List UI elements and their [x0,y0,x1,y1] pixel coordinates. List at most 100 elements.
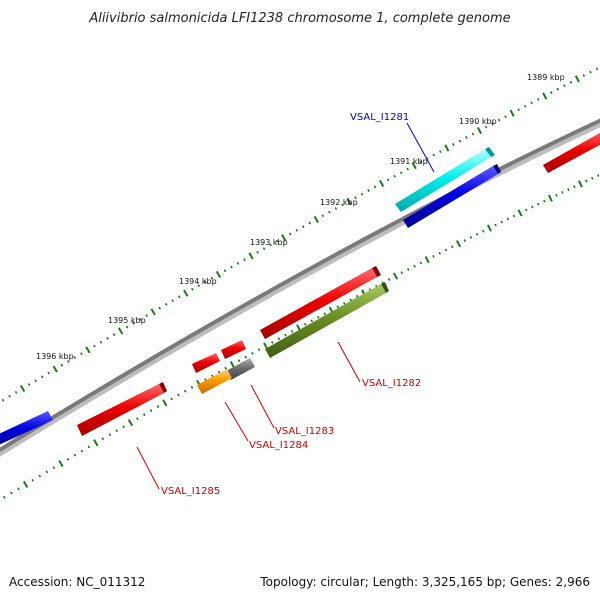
gene-small-red-b[interactable] [221,340,246,359]
gene-blue-feature-right[interactable] [403,164,501,228]
inner-ring-tick [237,359,241,363]
outer-ring-tick [569,80,573,84]
gene-vsal-i1285[interactable] [77,382,167,436]
inner-ring-tick [108,433,112,437]
inner-ring-tick [438,251,442,255]
inner-ring-tick [537,202,540,206]
inner-ring-tick [277,337,281,341]
gene-label-vsal-i1285[interactable]: VSAL_I1285 [161,486,220,497]
inner-ring-tick [66,457,70,461]
inner-ring-tick [284,333,287,337]
outer-ring-tick [373,185,377,189]
gene-small-red-a[interactable] [192,353,220,373]
inner-ring-tick [585,179,588,183]
outer-ring-tick [85,346,91,354]
leader-vsal-i1284 [224,401,249,442]
outer-ring-tick [164,302,168,306]
gene-blue-feature-left[interactable] [0,411,53,449]
inner-ring-tick [271,340,274,344]
inner-ring-tick [136,417,139,421]
outer-ring-tick [210,276,214,280]
inner-ring-tick [127,419,134,427]
inner-ring-tick [506,217,510,221]
outer-ring-tick [236,261,240,265]
outer-ring-tick [117,327,124,335]
outer-ring-tick [19,384,26,393]
genome-summary-text: Topology: circular; Length: 3,325,165 bp… [259,575,590,589]
chromosome-backbone [0,118,600,453]
inner-ring-tick [122,425,125,429]
gene-label-vsal-i1284[interactable]: VSAL_I1284 [249,440,308,451]
gene-red-feature-right[interactable] [543,130,600,173]
inner-ring-tick [487,224,492,232]
inner-ring-tick [567,188,570,192]
outer-ring-tick [215,270,222,278]
gene-label-vsal-i1282[interactable]: VSAL_I1282 [362,378,421,389]
accession-text: Accession: NC_011312 [9,575,145,589]
outer-ring-tick [275,239,279,243]
scale-label-1393: 1393 kbp [250,238,288,247]
inner-ring-tick [162,399,168,407]
outer-ring-tick [536,97,540,101]
outer-ring-tick [458,139,462,143]
outer-ring-tick [183,289,189,297]
inner-ring-tick [251,351,254,355]
outer-ring-tick [112,333,116,337]
inner-ring-tick [349,298,353,302]
inner-ring-tick [22,480,29,489]
inner-ring-tick [530,205,534,209]
inner-ring-tick [463,239,466,242]
outer-ring-tick [248,252,254,260]
outer-ring-tick [476,126,482,135]
gene-vsal-i1283[interactable] [226,358,255,380]
gene-red-feature-center[interactable] [260,266,381,339]
outer-ring-tick [439,150,442,153]
outer-ring-tick [138,318,142,321]
outer-ring-tick [14,390,18,394]
inner-ring-tick [596,174,600,177]
inner-ring-tick [93,439,99,447]
inner-ring-tick [80,449,84,453]
outer-ring-tick [367,189,370,192]
gene-vsal-i1284[interactable] [197,369,232,394]
outer-ring-tick [125,325,129,329]
outer-ring-tick [197,284,201,288]
inner-ring-tick [590,176,594,180]
inner-ring-tick [177,393,180,397]
outer-ring-tick [295,228,299,232]
outer-ring-tick [27,383,31,387]
inner-ring-tick [481,229,485,233]
scale-label-1389: 1389 kbp [527,73,565,82]
inner-ring-tick [342,301,346,305]
outer-ring-tick [444,144,450,152]
inner-ring-tick [456,240,461,248]
outer-ring-tick [1,398,5,402]
inner-ring-tick [561,191,564,194]
inner-ring-tick [87,445,91,449]
outer-ring-tick [504,115,507,119]
inner-ring-tick [217,370,221,374]
leader-vsal-i1283 [250,384,275,429]
inner-ring-tick [323,312,327,316]
inner-ring-tick [316,315,320,319]
inner-ring-tick [101,437,105,441]
inner-ring-tick [45,470,49,474]
outer-ring-tick [150,308,156,316]
inner-ring-tick [290,330,294,333]
outer-ring-tick [386,178,390,182]
outer-ring-tick [509,109,515,117]
inner-ring-tick [38,474,42,478]
gene-label-vsal-i1283[interactable]: VSAL_I1283 [275,426,334,437]
outer-ring-tick [269,243,272,247]
gene-vsal-i1282[interactable] [265,282,389,358]
gene-label-vsal-i1281[interactable]: VSAL_I1281 [350,112,409,123]
inner-ring-tick [303,322,307,326]
inner-ring-tick [229,361,235,369]
inner-ring-tick [310,319,314,323]
inner-ring-tick [190,385,194,389]
inner-ring-tick [149,409,153,413]
gene-vsal-i1281[interactable] [395,147,495,212]
inner-ring-tick [393,272,399,280]
inner-ring-tick [400,271,404,275]
